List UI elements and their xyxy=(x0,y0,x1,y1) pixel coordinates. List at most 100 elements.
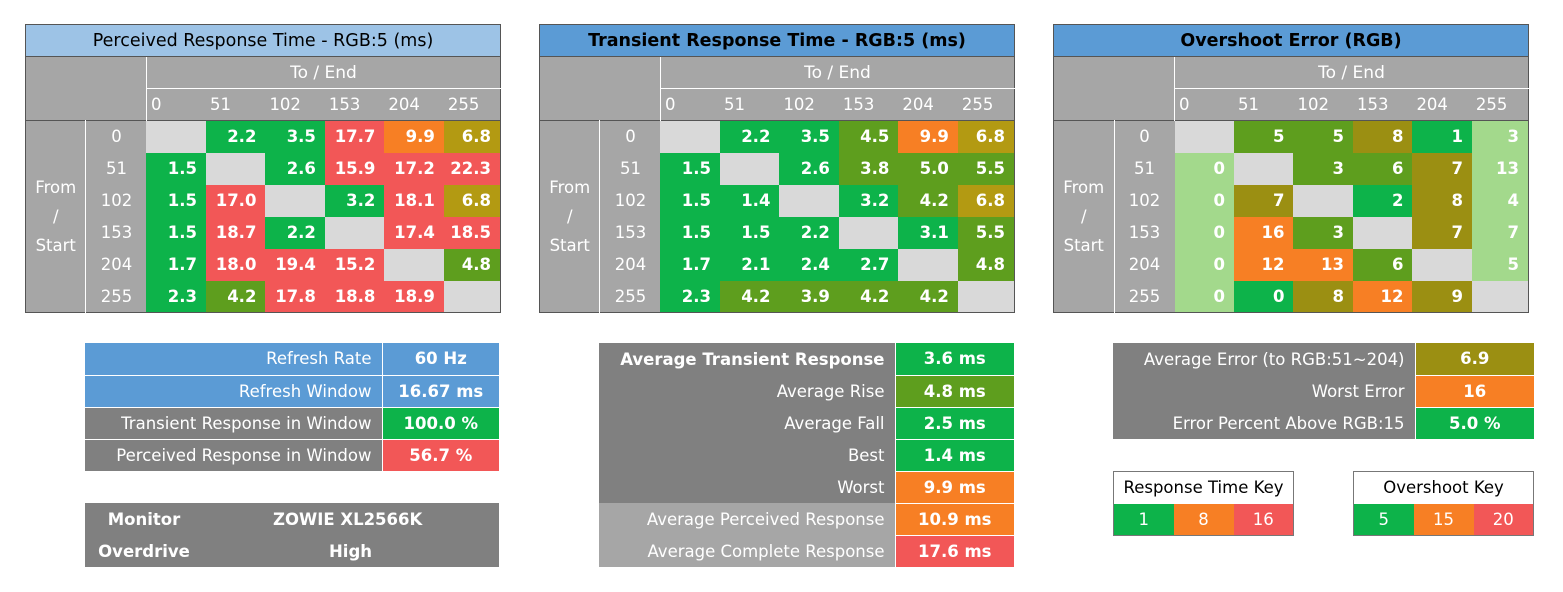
matrix-cell: 1 xyxy=(1412,120,1472,153)
matrix-cell: 3.9 xyxy=(779,280,839,313)
matrix-cell: 6.8 xyxy=(443,184,501,217)
matrix-cell: 1.5 xyxy=(660,152,720,185)
matrix-cell xyxy=(898,248,958,281)
row-header: 0 xyxy=(599,120,661,153)
matrix-cell: 6.8 xyxy=(957,120,1015,153)
error-summary-table: Average Error (to RGB:51~204) 6.9 Worst Er… xyxy=(1113,343,1534,440)
matrix-corner xyxy=(1053,56,1175,121)
refresh-value: 100.0 % xyxy=(382,407,499,440)
matrix-cell: 4.8 xyxy=(443,248,501,281)
column-header: 204 xyxy=(898,88,958,121)
matrix-cell: 1.5 xyxy=(660,184,720,217)
matrix-cell xyxy=(838,216,899,249)
matrix-cell: 2.2 xyxy=(719,120,780,153)
error-summary-label: Average Error (to RGB:51~204) xyxy=(1113,343,1416,375)
matrix-cell xyxy=(1293,184,1353,217)
matrix-cell: 15.9 xyxy=(324,152,385,185)
matrix-cell: 17.7 xyxy=(324,120,385,153)
matrix-cell: 2 xyxy=(1352,184,1413,217)
refresh-label: Perceived Response in Window xyxy=(85,439,383,472)
matrix-cell: 1.5 xyxy=(146,152,206,185)
column-header: 0 xyxy=(1174,88,1234,121)
matrix-cell: 19.4 xyxy=(265,248,325,281)
matrix-cell: 0 xyxy=(1174,280,1234,313)
matrix-cell: 2.6 xyxy=(265,152,325,185)
key-swatch: 16 xyxy=(1233,503,1294,536)
matrix-cell: 12 xyxy=(1233,248,1294,281)
matrix-cell: 5 xyxy=(1233,120,1294,153)
column-header: 0 xyxy=(146,88,206,121)
refresh-value: 16.67 ms xyxy=(382,375,499,408)
matrix-cell: 1.4 xyxy=(719,184,780,217)
matrix-cell xyxy=(146,120,206,153)
matrix-cell: 3.5 xyxy=(779,120,839,153)
refresh-label: Refresh Window xyxy=(85,375,383,408)
matrix-cell: 4.2 xyxy=(898,184,958,217)
matrix-cell: 3 xyxy=(1293,216,1353,249)
column-header: 51 xyxy=(1233,88,1294,121)
column-header: 102 xyxy=(265,88,325,121)
row-header: 153 xyxy=(1114,216,1175,249)
matrix-cell: 17.4 xyxy=(384,216,444,249)
matrix-cell xyxy=(324,216,385,249)
matrix-cell: 22.3 xyxy=(443,152,501,185)
error-summary-value: 6.9 xyxy=(1415,343,1534,376)
matrix-cell: 4.5 xyxy=(838,120,899,153)
error-summary-value: 5.0 % xyxy=(1415,407,1534,440)
column-header: 153 xyxy=(1352,88,1413,121)
matrix-cell: 2.2 xyxy=(265,216,325,249)
key-title: Overshoot Key xyxy=(1353,471,1534,504)
column-header: 153 xyxy=(838,88,899,121)
transient-summary-value: 10.9 ms xyxy=(895,503,1014,536)
row-header: 255 xyxy=(1114,280,1175,313)
row-header: 255 xyxy=(85,280,147,313)
matrix-cell xyxy=(443,280,501,313)
transient-summary-label: Average Perceived Response xyxy=(599,503,896,535)
matrix-cell: 12 xyxy=(1352,280,1413,313)
matrix-cell: 17.0 xyxy=(205,184,266,217)
matrix-cell xyxy=(265,184,325,217)
row-header: 102 xyxy=(599,184,661,217)
matrix-cell: 3.2 xyxy=(838,184,899,217)
matrix-cell: 3.5 xyxy=(265,120,325,153)
matrix-cell xyxy=(660,120,720,153)
matrix-cell: 4.2 xyxy=(719,280,780,313)
response-time-key: Response Time Key 1 8 16 xyxy=(1113,471,1294,536)
matrix-title: Transient Response Time - RGB:5 (ms) xyxy=(539,24,1015,57)
y-axis-label: From / Start xyxy=(25,120,87,313)
column-header: 255 xyxy=(1471,88,1529,121)
row-header: 204 xyxy=(85,248,147,281)
matrix-cell: 1.7 xyxy=(146,248,206,281)
matrix-cell: 16 xyxy=(1233,216,1294,249)
y-axis-label: From / Start xyxy=(539,120,601,313)
key-swatch: 1 xyxy=(1113,503,1174,536)
monitor-value: ZOWIE XL2566K xyxy=(273,509,423,529)
overshoot-error-matrix: Overshoot Error (RGB) To / End 0 51 102 153 20… xyxy=(1053,24,1529,313)
matrix-cell xyxy=(779,184,839,217)
matrix-cell xyxy=(1352,216,1413,249)
matrix-cell xyxy=(719,152,780,185)
overshoot-key: Overshoot Key 5 15 20 xyxy=(1353,471,1534,536)
column-header: 204 xyxy=(384,88,444,121)
matrix-cell: 2.1 xyxy=(719,248,780,281)
matrix-cell: 2.4 xyxy=(779,248,839,281)
transient-response-matrix: Transient Response Time - RGB:5 (ms) To /… xyxy=(539,24,1015,313)
matrix-cell: 8 xyxy=(1352,120,1413,153)
column-header: 51 xyxy=(205,88,266,121)
row-header: 51 xyxy=(85,152,147,185)
row-header: 0 xyxy=(85,120,147,153)
x-axis-label: To / End xyxy=(1174,56,1529,89)
matrix-title: Overshoot Error (RGB) xyxy=(1053,24,1529,57)
matrix-cell: 17.2 xyxy=(384,152,444,185)
matrix-cell: 3 xyxy=(1471,120,1529,153)
transient-summary-value: 2.5 ms xyxy=(895,407,1014,440)
matrix-cell xyxy=(1174,120,1234,153)
key-swatch: 15 xyxy=(1413,503,1474,536)
matrix-cell: 4.8 xyxy=(957,248,1015,281)
matrix-cell: 9.9 xyxy=(898,120,958,153)
transient-summary-value: 1.4 ms xyxy=(895,439,1014,472)
column-header: 204 xyxy=(1412,88,1472,121)
row-header: 204 xyxy=(1114,248,1175,281)
matrix-cell: 4.2 xyxy=(205,280,266,313)
matrix-cell: 7 xyxy=(1412,216,1472,249)
